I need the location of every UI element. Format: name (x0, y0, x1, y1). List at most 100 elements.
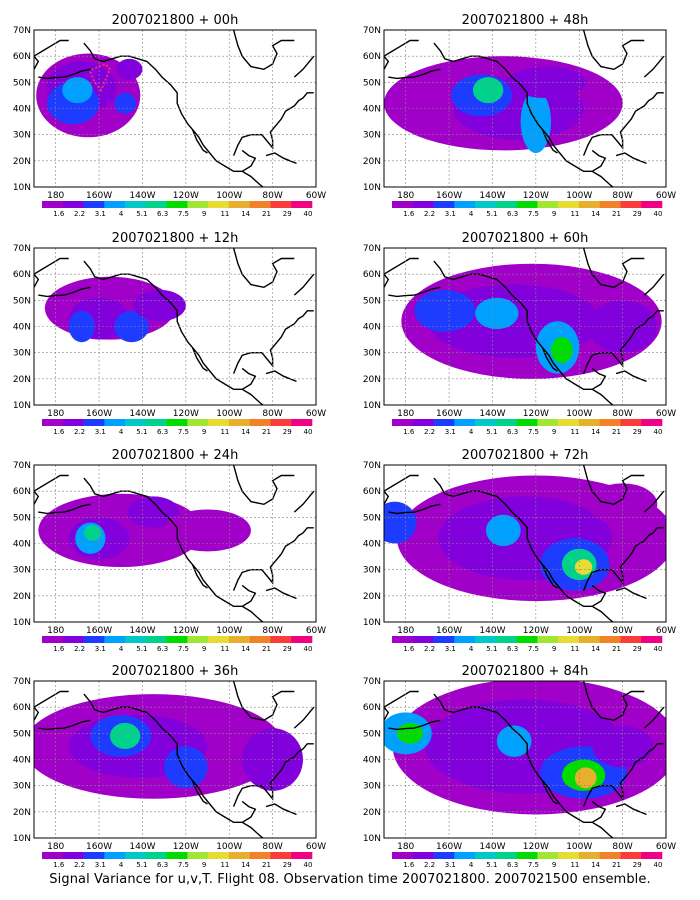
colorbar-swatch (412, 419, 434, 426)
signal-variance-field (34, 465, 316, 622)
colorbar-swatch (433, 636, 455, 643)
colorbar-label: 14 (241, 210, 250, 218)
colorbar-label: 14 (591, 861, 600, 869)
colorbar-swatch (537, 852, 559, 859)
coastline (232, 30, 295, 71)
lon-tick-label: 100W (566, 626, 592, 636)
colorbar-swatch (412, 201, 434, 208)
colorbar-label: 11 (220, 861, 229, 869)
colorbar-swatch (291, 852, 313, 859)
lon-tick-label: 160W (86, 409, 112, 419)
lon-tick-label: 160W (86, 626, 112, 636)
lat-tick-label: 30N (363, 566, 381, 576)
lon-tick-label: 100W (216, 842, 242, 852)
colorbar-label: 21 (262, 210, 271, 218)
coastline (293, 490, 315, 513)
colorbar-label: 5.1 (486, 210, 497, 218)
variance-contour (551, 336, 573, 364)
colorbar-swatch (516, 201, 538, 208)
colorbar-label: 7.5 (528, 428, 539, 436)
colorbar-label: 29 (283, 428, 292, 436)
colorbar-swatch (249, 419, 271, 426)
lon-tick-label: 100W (216, 191, 242, 201)
colorbar-swatch (104, 852, 126, 859)
colorbar-label: 9 (202, 861, 206, 869)
coastline (38, 286, 91, 298)
colorbar-swatch (516, 636, 538, 643)
coastline (232, 248, 295, 289)
colorbar-label: 4 (119, 428, 124, 436)
colorbar-label: 7.5 (178, 428, 189, 436)
coastline (232, 465, 295, 506)
lon-tick-label: 180 (47, 191, 64, 201)
colorbar-swatch (433, 201, 455, 208)
lat-tick-label: 70N (13, 677, 31, 687)
colorbar-label: 3.1 (95, 645, 106, 653)
colorbar-swatch (270, 201, 292, 208)
colorbar-label: 29 (633, 428, 642, 436)
colorbar-label: 14 (241, 861, 250, 869)
coastline (232, 743, 314, 807)
lon-tick-label: 60W (306, 842, 326, 852)
colorbar-label: 29 (283, 645, 292, 653)
coastline (388, 68, 441, 80)
coastline (293, 55, 315, 78)
colorbar-label: 2.2 (424, 645, 435, 653)
colorbar-swatch (104, 419, 126, 426)
colorbar-label: 7.5 (528, 645, 539, 653)
map-panel: 2007021800 + 48h 10N 20N 30N 40N 50N 60N 70N 180… (363, 13, 676, 218)
colorbar-label: 14 (591, 428, 600, 436)
coastline (265, 803, 297, 816)
colorbar-swatch (495, 852, 517, 859)
coastline (591, 388, 614, 405)
lat-tick-label: 70N (13, 26, 31, 36)
flight-track (89, 62, 112, 93)
signal-variance-field (384, 465, 666, 622)
coastline (388, 719, 441, 731)
colorbar-swatch (516, 419, 538, 426)
map-panel: 2007021800 + 60h 10N 20N 30N 40N 50N 60N 70N 180… (363, 231, 676, 436)
colorbar-swatch (270, 419, 292, 426)
map-frame (383, 247, 667, 406)
panel-title: 2007021800 + 48h (462, 13, 589, 28)
coastline (265, 370, 297, 383)
lat-tick-label: 40N (363, 323, 381, 333)
colorbar-swatch (392, 419, 414, 426)
lat-tick-label: 40N (13, 323, 31, 333)
coastline (384, 490, 390, 505)
colorbar-label: 6.3 (507, 861, 518, 869)
map-panel: 2007021800 + 12h 10N 20N 30N 40N 50N 60N 70N 180… (13, 231, 326, 436)
coastline (232, 681, 295, 722)
colorbar-swatch (641, 419, 663, 426)
colorbar-swatch (620, 636, 642, 643)
colorbar-swatch (208, 852, 230, 859)
colorbar-label: 1.6 (53, 861, 65, 869)
lon-tick-label: 140W (129, 191, 155, 201)
coastline (293, 273, 315, 296)
lon-tick-label: 180 (397, 191, 414, 201)
lat-tick-label: 50N (13, 296, 31, 306)
colorbar-swatch (392, 852, 414, 859)
coastline (265, 587, 297, 600)
colorbar-swatch (104, 201, 126, 208)
colorbar-swatch (228, 636, 250, 643)
lon-tick-label: 180 (47, 626, 64, 636)
lon-tick-label: 140W (129, 626, 155, 636)
colorbar-swatch (537, 636, 559, 643)
lon-tick-label: 160W (436, 409, 462, 419)
variance-contour (507, 66, 586, 99)
lat-tick-label: 10N (363, 618, 381, 628)
colorbar-label: 11 (570, 428, 579, 436)
colorbar-label: 4 (469, 645, 474, 653)
coastline (384, 690, 419, 708)
colorbar-swatch (599, 201, 621, 208)
colorbar-swatch (558, 636, 580, 643)
colorbar-swatch (125, 201, 147, 208)
colorbar-swatch (62, 852, 84, 859)
colorbar-label: 40 (654, 210, 663, 218)
lon-tick-label: 140W (479, 191, 505, 201)
colorbar-label: 14 (241, 645, 250, 653)
map-frame (33, 247, 317, 406)
coastline (38, 719, 91, 731)
